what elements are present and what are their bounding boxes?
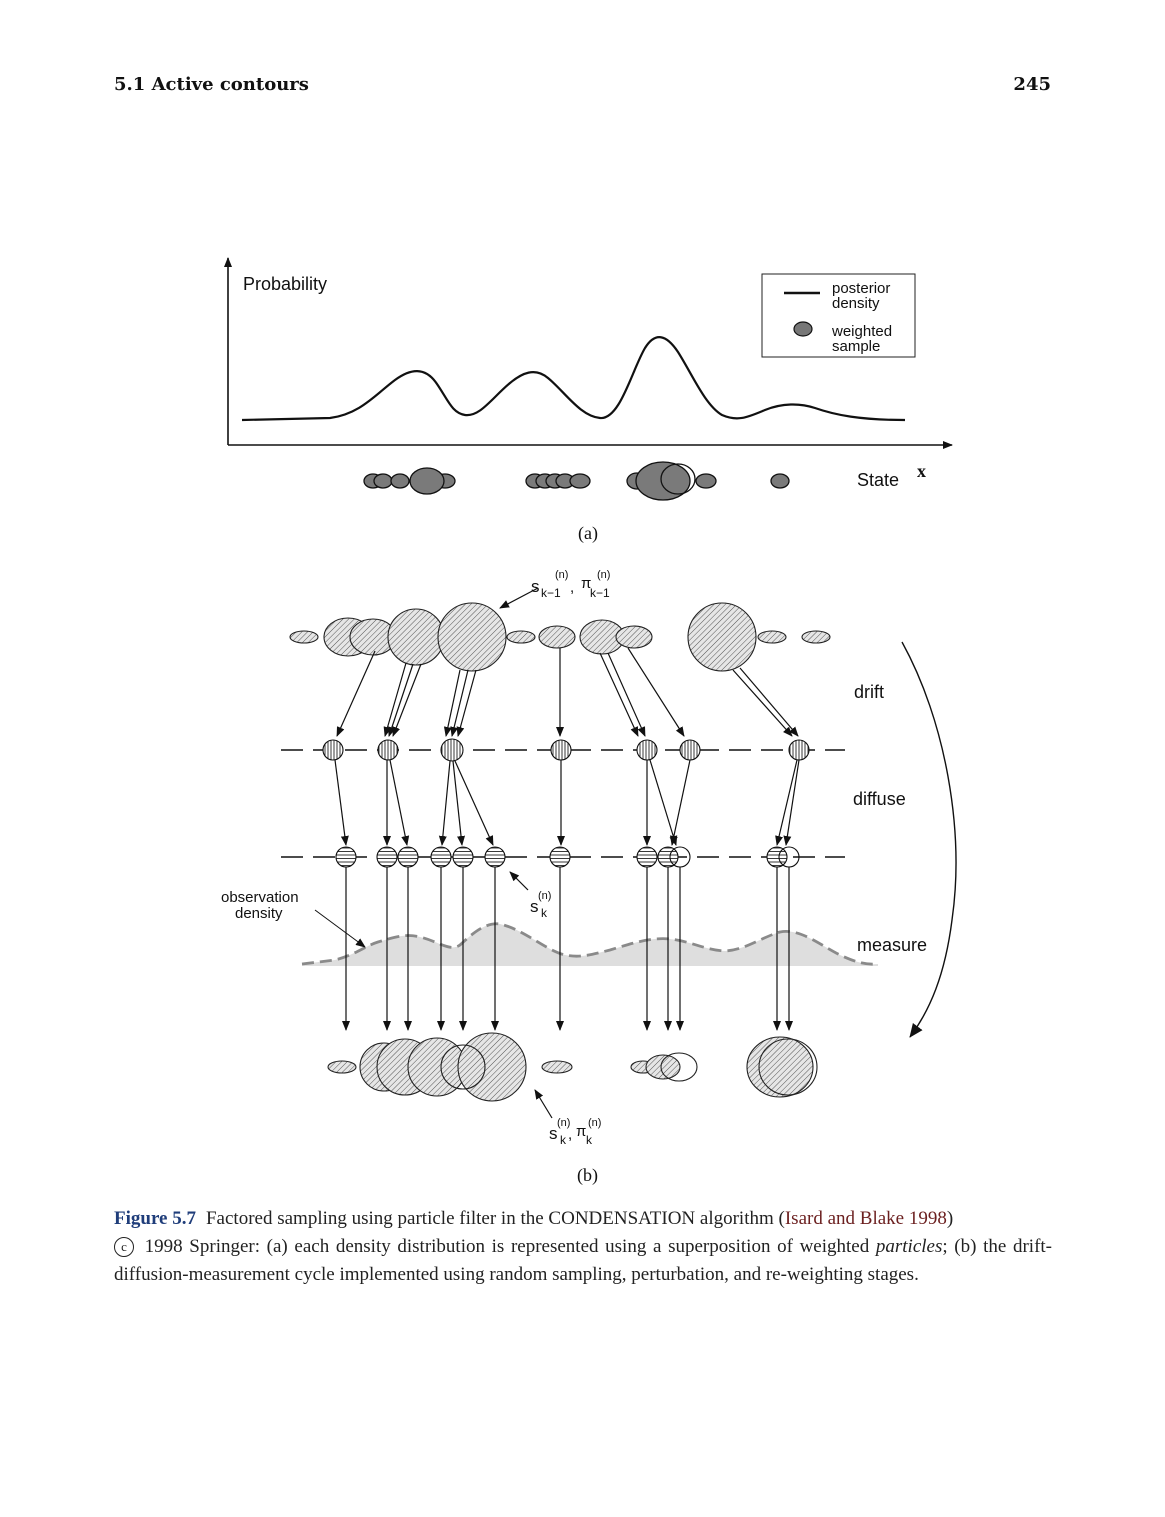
figure-caption: Figure 5.7 Factored sampling using partic… — [114, 1205, 1052, 1289]
caption-text-2: ) — [946, 1208, 954, 1229]
figure-5-7: Probability posterior density weighted s… — [221, 257, 957, 1186]
measure-arrows — [342, 867, 793, 1031]
observation-density-fill — [302, 923, 878, 966]
caption-text-1: Factored sampling using particle filter … — [205, 1208, 785, 1229]
svg-text:k: k — [560, 1133, 567, 1147]
observation-density-label: observation density — [221, 889, 299, 922]
legend-dot-label-1: weighted — [831, 323, 892, 340]
svg-text:(n): (n) — [588, 1117, 601, 1129]
legend-dot-label-2: sample — [832, 338, 880, 355]
svg-text:π: π — [576, 1123, 586, 1140]
drifted-particles — [322, 738, 810, 762]
drift-arrows — [336, 647, 799, 737]
svg-text:(n): (n) — [597, 569, 610, 581]
svg-text:,: , — [570, 579, 574, 596]
citation-link[interactable]: Isard and Blake 1998 — [784, 1208, 947, 1229]
stage-diffuse-label: diffuse — [853, 789, 906, 809]
svg-text:π: π — [581, 575, 591, 592]
posterior-particles — [327, 1032, 818, 1102]
page-number: 245 — [1013, 74, 1051, 95]
svg-text:observation: observation — [221, 889, 299, 906]
legend-dot-swatch — [793, 321, 813, 337]
svg-text:density: density — [235, 905, 283, 922]
posterior-density-curve — [241, 336, 906, 422]
caption-italic-word: particles — [875, 1236, 943, 1257]
x-axis-symbol: x — [917, 461, 926, 481]
panel-a-tag: (a) — [578, 523, 598, 544]
diffuse-arrows — [334, 759, 800, 846]
prior-particles — [289, 602, 831, 672]
svg-text:s: s — [549, 1124, 558, 1143]
stage-drift-label: drift — [854, 682, 884, 702]
svg-text:k: k — [541, 906, 548, 920]
diffused-label-pointer — [509, 871, 529, 891]
section-title: 5.1 Active contours — [114, 74, 309, 95]
svg-text:(n): (n) — [557, 1117, 570, 1129]
svg-text:(n): (n) — [538, 890, 551, 902]
weighted-samples — [363, 461, 790, 501]
panel-a: Probability posterior density weighted s… — [224, 257, 953, 544]
copyright-symbol: c — [114, 1237, 134, 1257]
posterior-sample-label: s (n) k , π (n) k — [549, 1117, 601, 1147]
figure-label: Figure 5.7 — [114, 1208, 196, 1229]
panel-b-tag: (b) — [577, 1165, 598, 1186]
svg-text:s: s — [530, 897, 539, 916]
observation-label-pointer — [314, 909, 366, 948]
diffused-sample-label: s (n) k — [530, 890, 551, 920]
observation-density-curve — [301, 922, 879, 966]
caption-text-4: ; (b) the drift-diffusion-measurement cy… — [114, 1236, 1053, 1285]
svg-text:(n): (n) — [555, 569, 568, 581]
x-axis-label: State — [857, 470, 899, 490]
svg-text:,: , — [568, 1126, 572, 1143]
svg-text:s: s — [531, 577, 540, 596]
svg-text:k−1: k−1 — [541, 586, 561, 600]
stage-measure-label: measure — [857, 935, 927, 955]
cycle-arrow — [901, 641, 957, 1038]
legend-line-label-2: density — [832, 295, 880, 312]
legend-line-label-1: posterior — [832, 280, 890, 297]
prior-sample-label: s (n) k−1 , π (n) k−1 — [531, 569, 610, 600]
running-head: 5.1 Active contours 245 — [114, 74, 1051, 95]
panel-b: s (n) k−1 , π (n) k−1 — [221, 569, 957, 1186]
y-axis-label: Probability — [243, 274, 327, 294]
caption-text-3: 1998 Springer: (a) each density distribu… — [138, 1236, 876, 1257]
legend-box: posterior density weighted sample — [761, 273, 916, 358]
prior-label-pointer — [499, 587, 539, 609]
svg-text:k−1: k−1 — [590, 586, 610, 600]
svg-text:k: k — [586, 1133, 593, 1147]
posterior-label-pointer — [534, 1089, 553, 1119]
